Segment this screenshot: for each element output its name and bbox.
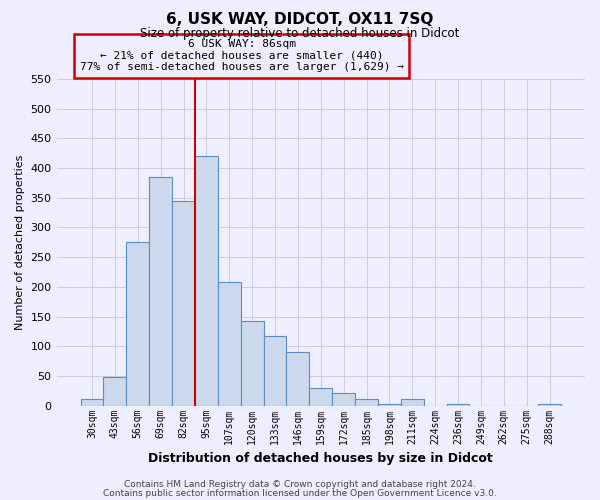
Text: Contains public sector information licensed under the Open Government Licence v3: Contains public sector information licen… [103, 488, 497, 498]
Bar [263, 336, 286, 406]
Bar [149, 177, 172, 406]
Bar [310, 388, 332, 406]
Text: Contains HM Land Registry data © Crown copyright and database right 2024.: Contains HM Land Registry data © Crown c… [124, 480, 476, 489]
Bar [218, 282, 241, 406]
Bar [446, 404, 469, 406]
Bar [195, 156, 218, 406]
Bar [127, 242, 149, 406]
X-axis label: Distribution of detached houses by size in Didcot: Distribution of detached houses by size … [148, 452, 493, 465]
Bar [332, 392, 355, 406]
Bar [172, 200, 195, 406]
Bar [241, 320, 263, 406]
Text: 6, USK WAY, DIDCOT, OX11 7SQ: 6, USK WAY, DIDCOT, OX11 7SQ [166, 12, 434, 28]
Bar [286, 352, 310, 406]
Bar [378, 404, 401, 406]
Bar [401, 398, 424, 406]
Y-axis label: Number of detached properties: Number of detached properties [15, 154, 25, 330]
Text: Size of property relative to detached houses in Didcot: Size of property relative to detached ho… [140, 28, 460, 40]
Bar [103, 377, 127, 406]
Text: 6 USK WAY: 86sqm
← 21% of detached houses are smaller (440)
77% of semi-detached: 6 USK WAY: 86sqm ← 21% of detached house… [80, 40, 404, 72]
Bar [355, 398, 378, 406]
Bar [80, 398, 103, 406]
Bar [538, 404, 561, 406]
